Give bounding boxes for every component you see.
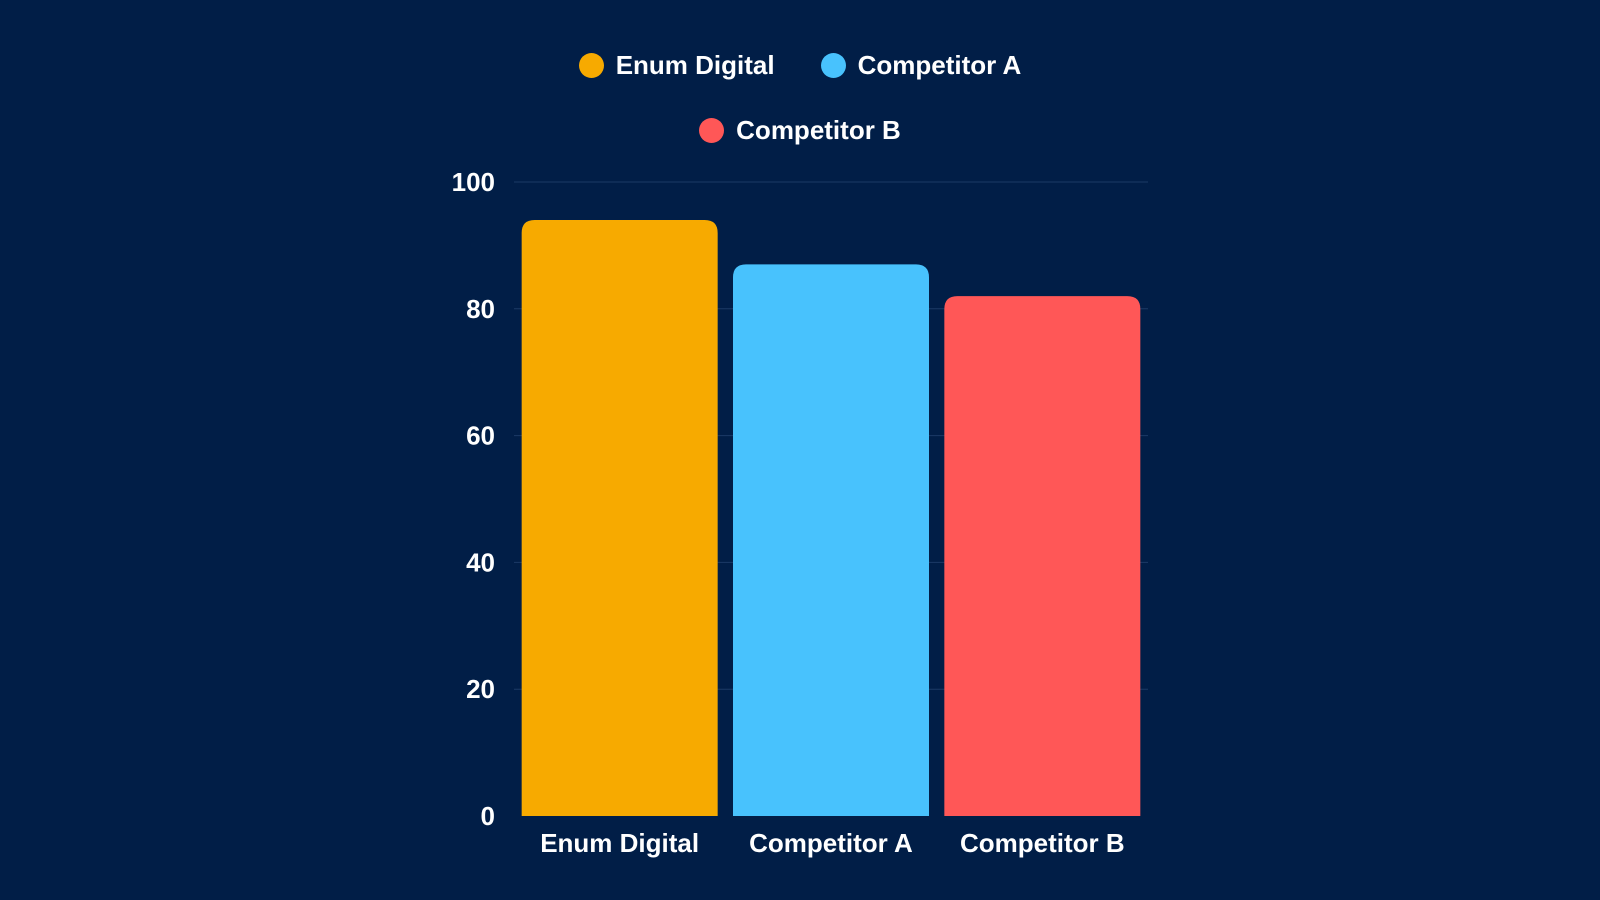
x-tick-label-competitor-b: Competitor B xyxy=(960,828,1125,858)
legend-swatch-competitor-b xyxy=(699,118,725,143)
legend-swatch-competitor-a xyxy=(820,53,846,78)
y-tick-label-100: 100 xyxy=(452,167,495,197)
y-tick-label-60: 60 xyxy=(466,421,495,451)
legend-item-enum-digital: Enum Digital xyxy=(578,50,775,81)
legend-swatch-enum-digital xyxy=(578,53,604,78)
legend-row-1: Enum Digital Competitor A xyxy=(0,50,1600,81)
bar-competitor-b xyxy=(944,296,1141,816)
bar-enum-digital xyxy=(521,220,718,817)
y-tick-label-40: 40 xyxy=(466,547,495,577)
y-tick-label-80: 80 xyxy=(466,294,495,324)
y-tick-label-20: 20 xyxy=(466,674,495,704)
x-tick-label-enum-digital: Enum Digital xyxy=(540,828,699,858)
legend-item-competitor-a: Competitor A xyxy=(820,50,1022,81)
legend-label-competitor-a: Competitor A xyxy=(857,50,1022,80)
bar-competitor-a xyxy=(733,264,929,816)
legend-label-enum-digital: Enum Digital xyxy=(615,50,775,80)
x-tick-label-competitor-a: Competitor A xyxy=(749,828,913,858)
legend-row-2: Competitor B xyxy=(0,115,1600,146)
legend-item-competitor-b: Competitor B xyxy=(699,115,901,146)
y-tick-label-0: 0 xyxy=(481,801,495,831)
legend-label-competitor-b: Competitor B xyxy=(736,115,901,145)
